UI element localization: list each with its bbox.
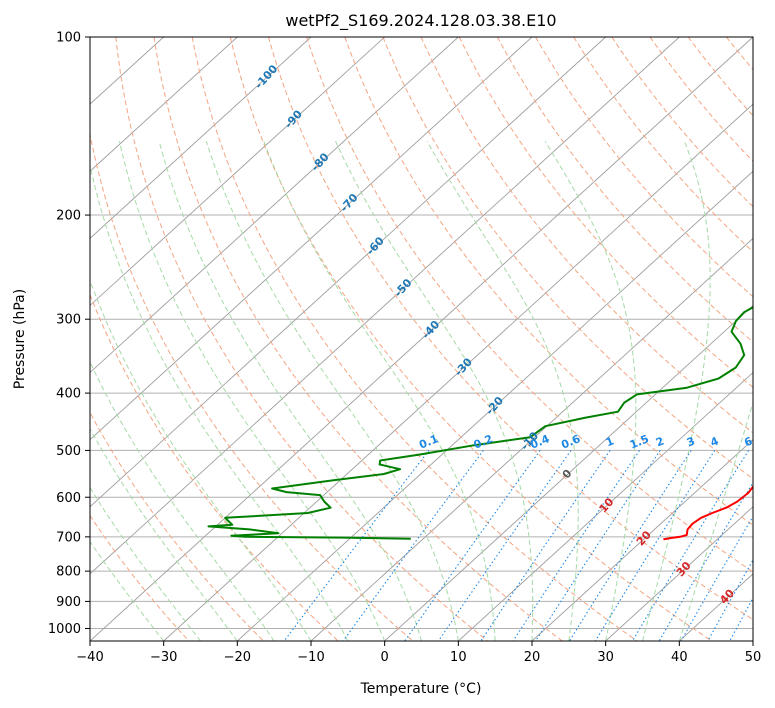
moist-adiabat (90, 163, 349, 641)
mixing-ratio-line (729, 596, 753, 641)
moist-adiabat (335, 140, 534, 641)
dry-adiabat (573, 37, 753, 253)
x-tick-label: 30 (597, 650, 614, 665)
dry-adiabat (535, 37, 753, 298)
isotherm-line (605, 506, 753, 641)
y-tick-label: 900 (56, 595, 81, 610)
mixing-ratio-line (757, 450, 775, 641)
isotherm-line (384, 304, 753, 641)
mixing-ratio-line (342, 450, 484, 641)
dry-adiabat (115, 37, 488, 641)
isotherm-line (90, 37, 533, 441)
dewpoint-profile (207, 306, 753, 540)
isotherm-line (90, 37, 680, 575)
isotherm-line (531, 439, 753, 641)
y-tick-label: 800 (56, 565, 81, 580)
dry-adiabat (382, 37, 753, 480)
x-tick-label: 50 (745, 650, 762, 665)
x-tick-label: −30 (150, 650, 177, 665)
x-tick-label: −40 (76, 650, 103, 665)
y-tick-label: 500 (56, 444, 81, 459)
isotherm-line (90, 37, 238, 172)
moist-adiabat (90, 427, 238, 641)
mixing-ratio-line (512, 450, 640, 641)
x-axis-title: Temperature (°C) (360, 681, 482, 697)
x-tick-label: −20 (224, 650, 251, 665)
mixing-ratio-line (437, 450, 572, 641)
isotherm-line (90, 37, 459, 374)
mixing-ratio-line (632, 450, 750, 641)
moist-adiabat (205, 141, 459, 641)
dry-adiabat (191, 37, 638, 641)
dry-adiabat (496, 37, 753, 343)
y-tick-label: 200 (56, 209, 81, 224)
isotherm-line (163, 103, 753, 641)
x-tick-label: −10 (297, 650, 324, 665)
mixing-ratio-line (594, 450, 716, 641)
isotherm-line (90, 37, 606, 508)
y-tick-label: 600 (56, 491, 81, 506)
isotherm-line (90, 37, 753, 641)
dry-adiabat (344, 37, 753, 526)
plot-area (90, 37, 775, 641)
isotherm-line (90, 37, 385, 307)
isotherm-line (458, 371, 753, 641)
mixing-ratio-line (480, 450, 611, 641)
x-axis: −40 −30 −20 −10 0 10 20 30 40 50 (76, 641, 761, 665)
moist-adiabat (90, 279, 312, 641)
moist-adiabat (642, 141, 711, 641)
isotherm-line (90, 37, 312, 239)
moist-adiabat (158, 141, 422, 641)
dry-adiabat (458, 37, 753, 388)
y-tick-label: 400 (56, 387, 81, 402)
y-tick-label: 1000 (48, 622, 81, 637)
moist-adiabat (678, 400, 753, 641)
x-tick-label: 0 (381, 650, 389, 665)
isotherm-line (752, 640, 753, 641)
temperature-profile (663, 485, 753, 541)
chart-title: wetPf2_S169.2024.128.03.38.E10 (285, 11, 556, 31)
mixing-ratio-line (707, 558, 753, 641)
dry-adiabat (90, 411, 264, 641)
y-tick-label: 100 (56, 31, 81, 46)
y-axis-title: Pressure (hPa) (12, 289, 28, 389)
mixing-ratio-label: 6 (742, 434, 754, 449)
moist-adiabat (118, 141, 386, 641)
dry-adiabat (153, 37, 563, 641)
mixing-ratio-line (404, 450, 541, 641)
dry-adiabat (649, 37, 753, 163)
mixing-ratio-label: 3 (685, 434, 697, 449)
moist-adiabat (90, 360, 275, 641)
moist-adiabat (90, 540, 165, 641)
mixing-ratio-label: 1 (604, 434, 616, 449)
dry-adiabat (765, 37, 775, 641)
x-tick-label: 20 (524, 650, 541, 665)
dry-adiabat (306, 37, 753, 573)
y-tick-label: 700 (56, 530, 81, 545)
y-tick-label: 300 (56, 313, 81, 328)
dry-adiabat (420, 37, 753, 434)
y-axis: 100 200 300 400 500 600 700 800 900 1000 (48, 31, 90, 637)
mixing-ratio-label: 8 (767, 434, 775, 449)
mixing-ratio-line (535, 450, 661, 641)
isotherm-line (237, 170, 753, 641)
moist-adiabat (263, 141, 496, 641)
x-tick-label: 40 (671, 650, 688, 665)
dry-adiabat (268, 37, 753, 621)
dry-adiabat (229, 37, 712, 641)
moist-adiabat (90, 486, 201, 641)
mixing-ratio-label: 2 (654, 434, 666, 449)
dry-adiabat (90, 131, 414, 641)
x-tick-label: 10 (450, 650, 467, 665)
moist-adiabat (544, 140, 637, 641)
plot-frame (89, 36, 754, 642)
